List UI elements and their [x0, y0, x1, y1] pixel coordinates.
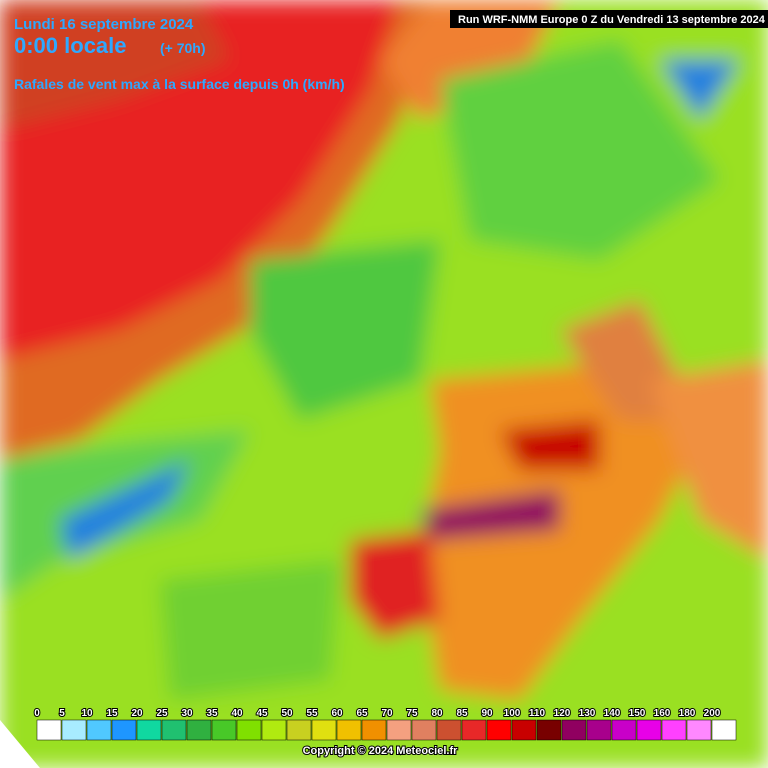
legend-tick: 10: [81, 708, 93, 719]
legend-tick: 20: [131, 708, 143, 719]
subtitle: Rafales de vent max à la surface depuis …: [14, 76, 345, 92]
legend-tick: 120: [554, 708, 571, 719]
copyright: Copyright © 2024 Meteociel.fr: [303, 745, 459, 757]
legend: 0 5 10 15 20 25 30 35 40 45 50 55 60 65 70 75 80 85 90 100 1…: [33, 707, 737, 741]
legend-swatch: [611, 719, 637, 741]
legend-swatch: [411, 719, 437, 741]
legend-swatch: [386, 719, 412, 741]
legend-swatch: [636, 719, 662, 741]
legend-tick: 140: [604, 708, 621, 719]
legend-swatch: [211, 719, 237, 741]
legend-swatch: [336, 719, 362, 741]
legend-tick: 0: [34, 708, 40, 719]
legend-tick: 90: [481, 708, 493, 719]
legend-tick: 200: [704, 708, 721, 719]
legend-swatch: [586, 719, 612, 741]
legend-swatch: [561, 719, 587, 741]
legend-tick: 160: [654, 708, 671, 719]
legend-swatch: [161, 719, 187, 741]
legend-tick: 55: [306, 708, 318, 719]
run-box: [450, 10, 768, 28]
date: Lundi 16 septembre 2024: [14, 16, 194, 33]
legend-tick: 40: [231, 708, 243, 719]
legend-tick: 50: [281, 708, 293, 719]
legend-tick: 180: [679, 708, 696, 719]
legend-swatch: [111, 719, 137, 741]
legend-swatch: [136, 719, 162, 741]
legend-swatch: [186, 719, 212, 741]
legend-swatch: [61, 719, 87, 741]
legend-swatch: [661, 719, 687, 741]
legend-tick: 15: [106, 708, 118, 719]
legend-tick: 60: [331, 708, 343, 719]
legend-swatch: [86, 719, 112, 741]
legend-swatch: [236, 719, 262, 741]
legend-swatch: [311, 719, 337, 741]
run-info: Run WRF-NMM Europe 0 Z du Vendredi 13 se…: [458, 14, 766, 26]
legend-tick: 80: [431, 708, 443, 719]
offset: (+ 70h): [160, 40, 206, 56]
legend-swatch: [461, 719, 487, 741]
legend-tick: 65: [356, 708, 368, 719]
time: 0:00 locale: [14, 33, 127, 58]
legend-swatch: [36, 719, 62, 741]
legend-swatch: [686, 719, 712, 741]
legend-tick: 110: [529, 708, 546, 719]
legend-swatch: [711, 719, 737, 741]
legend-tick: 85: [456, 708, 468, 719]
legend-tick: 100: [504, 708, 521, 719]
legend-swatch: [361, 719, 387, 741]
legend-tick: 70: [381, 708, 393, 719]
legend-tick: 75: [406, 708, 418, 719]
legend-tick: 45: [256, 708, 268, 719]
legend-swatch: [511, 719, 537, 741]
legend-tick: 25: [156, 708, 168, 719]
legend-tick: 30: [181, 708, 193, 719]
legend-tick: 35: [206, 708, 218, 719]
legend-swatch: [286, 719, 312, 741]
legend-tick: 150: [629, 708, 646, 719]
legend-swatch: [436, 719, 462, 741]
legend-swatch: [261, 719, 287, 741]
legend-swatch: [486, 719, 512, 741]
legend-swatch: [536, 719, 562, 741]
legend-tick: 130: [579, 708, 596, 719]
legend-tick: 5: [59, 708, 65, 719]
